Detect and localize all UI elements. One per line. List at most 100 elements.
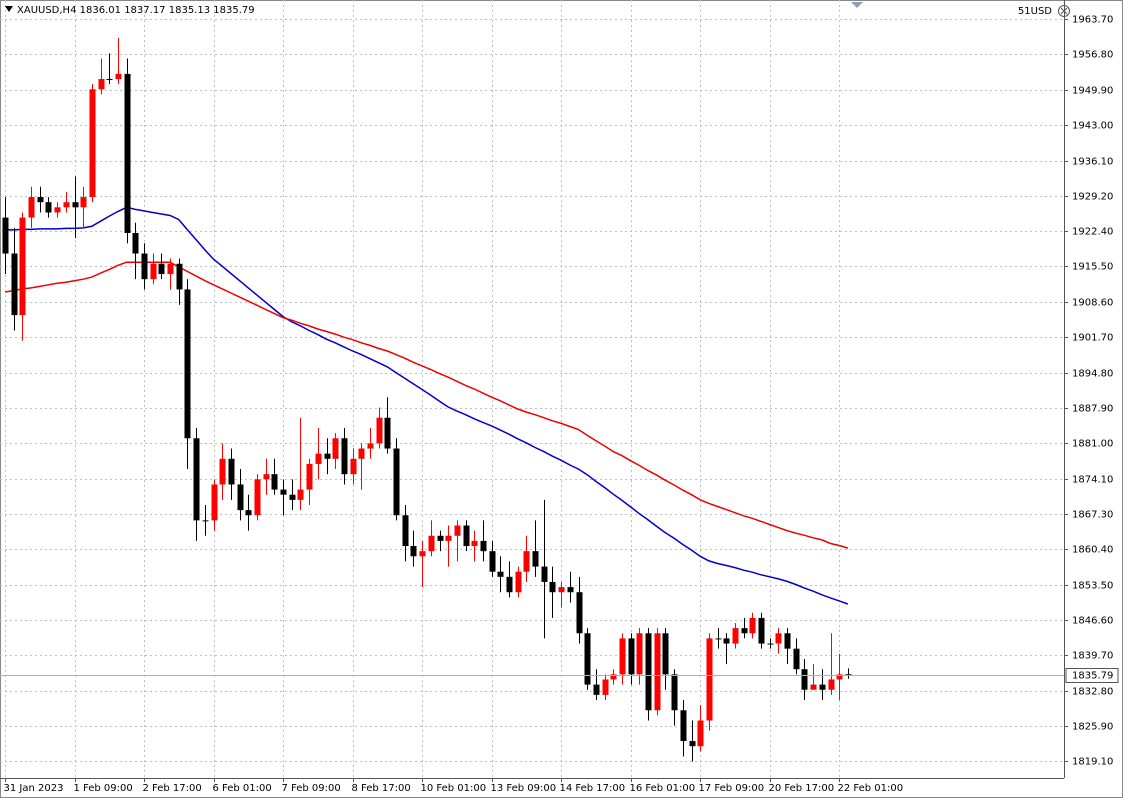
candle-body [775, 633, 782, 644]
x-tick-label: 31 Jan 2023 [4, 783, 64, 794]
y-tick-label: 1860.40 [1072, 545, 1113, 556]
y-tick-label: 1867.30 [1072, 510, 1113, 521]
candle-body [306, 463, 313, 490]
y-tick-label: 1887.90 [1072, 404, 1113, 415]
account-label: 51USD [1018, 6, 1052, 17]
candle-body [697, 720, 704, 747]
candle-body [254, 479, 261, 516]
candle-body [341, 438, 348, 475]
header-high: 1837.17 [124, 5, 165, 16]
candle-body [576, 592, 583, 634]
candle-body [11, 253, 18, 316]
candle-body [480, 540, 487, 552]
y-tick-label: 1874.10 [1072, 475, 1113, 486]
candle-body [549, 581, 556, 593]
candle-body [497, 571, 504, 577]
y-tick-label: 1901.70 [1072, 333, 1113, 344]
candle-body [63, 202, 70, 208]
candle-body [680, 710, 687, 742]
close-circle[interactable] [1058, 5, 1070, 17]
candle-body [54, 207, 61, 213]
candle-body [515, 571, 522, 593]
close-button[interactable] [1058, 5, 1070, 17]
candle-body [393, 448, 400, 516]
candle-body [324, 453, 331, 459]
candle-body [193, 438, 200, 521]
x-tick-label: 13 Feb 09:00 [491, 783, 557, 794]
candle-body [645, 633, 652, 711]
x-tick-label: 10 Feb 01:00 [421, 783, 487, 794]
candle-body [828, 679, 835, 690]
candle-body [428, 535, 435, 552]
candle-body [749, 617, 756, 634]
candle-body [315, 453, 322, 464]
candle-body [662, 633, 669, 675]
candle-body [72, 202, 79, 208]
candle-body [106, 79, 113, 81]
candle-body [376, 417, 383, 444]
y-tick-label: 1908.60 [1072, 298, 1113, 309]
candle-body [784, 633, 791, 649]
x-tick-label: 20 Feb 17:00 [769, 783, 835, 794]
candle-body [280, 489, 287, 495]
candle-body [115, 73, 122, 80]
candle-body [167, 263, 174, 275]
candle-body [654, 633, 661, 711]
candle-body [445, 535, 452, 541]
candle-body [593, 684, 600, 695]
y-tick-label: 1929.20 [1072, 192, 1113, 203]
candle-body [541, 566, 548, 582]
candle-body [202, 520, 209, 522]
candle-body [410, 546, 417, 557]
x-tick-label: 7 Feb 09:00 [282, 783, 341, 794]
y-tick-label: 1832.80 [1072, 687, 1113, 698]
candle-body [141, 253, 148, 280]
candles [2, 37, 852, 762]
x-tick-label: 2 Feb 17:00 [143, 783, 202, 794]
candle-body [836, 674, 843, 680]
candle-body [124, 73, 131, 233]
candle-body [845, 674, 852, 676]
y-tick-label: 1894.80 [1072, 369, 1113, 380]
menu-triangle[interactable] [5, 6, 13, 12]
x-tick-label: 8 Feb 17:00 [352, 783, 411, 794]
candle-body [506, 576, 513, 593]
candle-body [741, 628, 748, 634]
grid [0, 0, 1064, 778]
candle-body [245, 510, 252, 516]
x-tick-label: 22 Feb 01:00 [838, 783, 904, 794]
y-tick-label: 1943.00 [1072, 121, 1113, 132]
y-tick-label: 1956.80 [1072, 50, 1113, 61]
candle-body [602, 679, 609, 695]
close-cross[interactable] [1060, 7, 1068, 15]
candle-body [263, 474, 270, 480]
scroll-marker[interactable] [851, 2, 863, 8]
candle-body [801, 669, 808, 690]
candle-body [158, 263, 165, 275]
candle-body [271, 474, 278, 490]
candle-body [793, 648, 800, 670]
candle-body [132, 232, 139, 254]
candle-body [567, 587, 574, 593]
candle-body [358, 448, 365, 459]
x-tick-label: 14 Feb 17:00 [560, 783, 626, 794]
candle-body [150, 263, 157, 280]
candle-body [184, 289, 191, 439]
candle-body [80, 197, 87, 208]
candle-body [45, 202, 52, 213]
symbol: XAUUSD,H4 [17, 5, 76, 16]
candle-body [471, 540, 478, 547]
x-tick-label: 6 Feb 01:00 [213, 783, 272, 794]
candle-body [706, 638, 713, 721]
candle-body [619, 638, 626, 675]
candle-body [671, 674, 678, 711]
x-tick-label: 1 Feb 09:00 [74, 783, 133, 794]
candle-body [219, 458, 226, 485]
candle-body [176, 263, 183, 290]
candle-body [463, 525, 470, 547]
candle-body [19, 217, 26, 316]
candle-body [610, 674, 617, 680]
moving-average-line [5, 206, 849, 605]
candle-body [89, 89, 96, 198]
